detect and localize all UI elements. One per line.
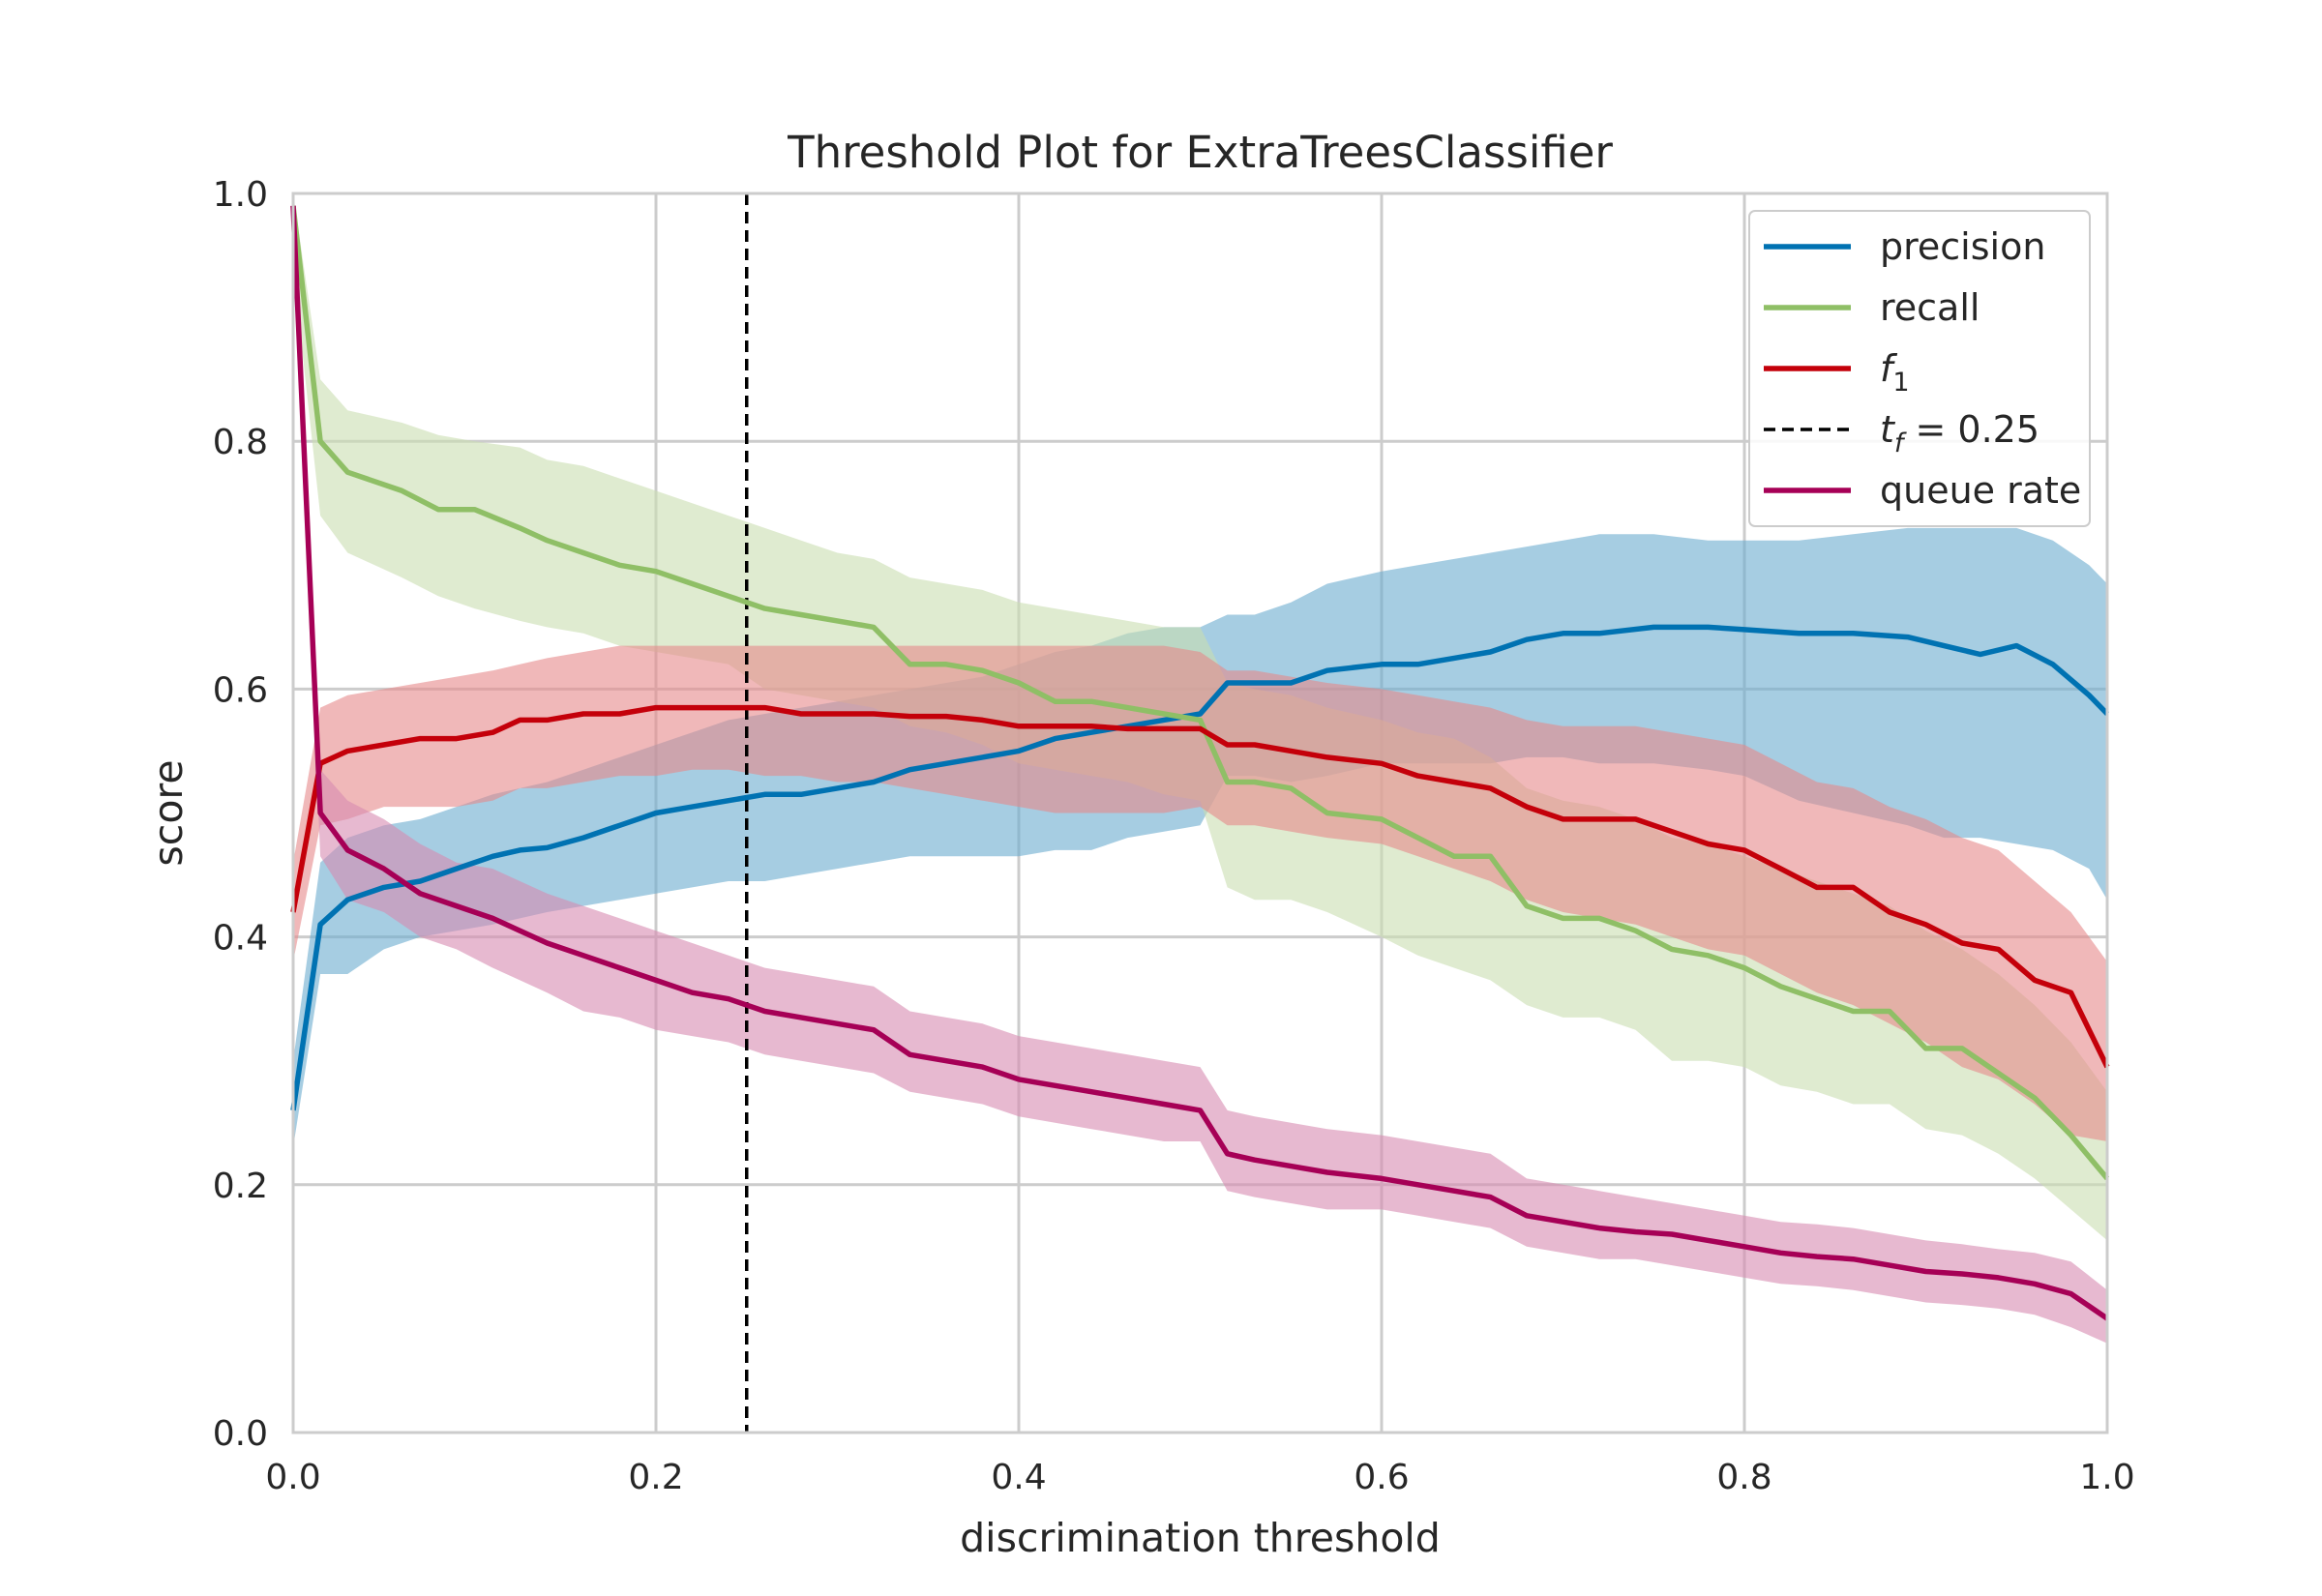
x-tick-label: 0.2	[628, 1458, 683, 1497]
x-tick-label: 0.8	[1716, 1458, 1771, 1497]
x-tick-label: 1.0	[2079, 1458, 2134, 1497]
legend-label-queue-rate: queue rate	[1880, 469, 2081, 512]
legend-box	[1748, 210, 2091, 527]
queue-rate-line	[290, 205, 2109, 1321]
x-tick-label: 0.4	[991, 1458, 1046, 1497]
x-tick-labels: 0.0 0.2 0.4 0.6 0.8 1.0	[265, 1458, 2134, 1497]
precision-band	[293, 527, 2107, 1148]
legend-label-threshold: tf = 0.25	[1880, 408, 2039, 458]
x-axis-label: discrimination threshold	[960, 1515, 1441, 1561]
y-axis-label: score	[145, 759, 192, 866]
recall-line	[290, 205, 2110, 1181]
legend-label-precision: precision	[1880, 225, 2045, 268]
legend-label-recall: recall	[1880, 286, 1980, 329]
y-tick-labels: 0.0 0.2 0.4 0.6 0.8 1.0	[213, 175, 268, 1454]
precision-line	[290, 624, 2109, 1111]
series-lines	[290, 205, 2110, 1321]
y-tick-label: 0.0	[213, 1414, 268, 1454]
plot-frame	[291, 192, 2109, 1434]
y-tick-label: 0.4	[213, 919, 268, 959]
y-tick-label: 0.8	[213, 423, 268, 462]
chart-title: Threshold Plot for ExtraTreesClassifier	[787, 127, 1613, 178]
y-tick-label: 0.2	[213, 1167, 268, 1206]
x-tick-label: 0.0	[265, 1458, 320, 1497]
f-1-line	[290, 704, 2110, 1069]
y-tick-label: 0.6	[213, 670, 268, 710]
y-tick-label: 1.0	[213, 175, 268, 215]
x-tick-label: 0.6	[1354, 1458, 1409, 1497]
